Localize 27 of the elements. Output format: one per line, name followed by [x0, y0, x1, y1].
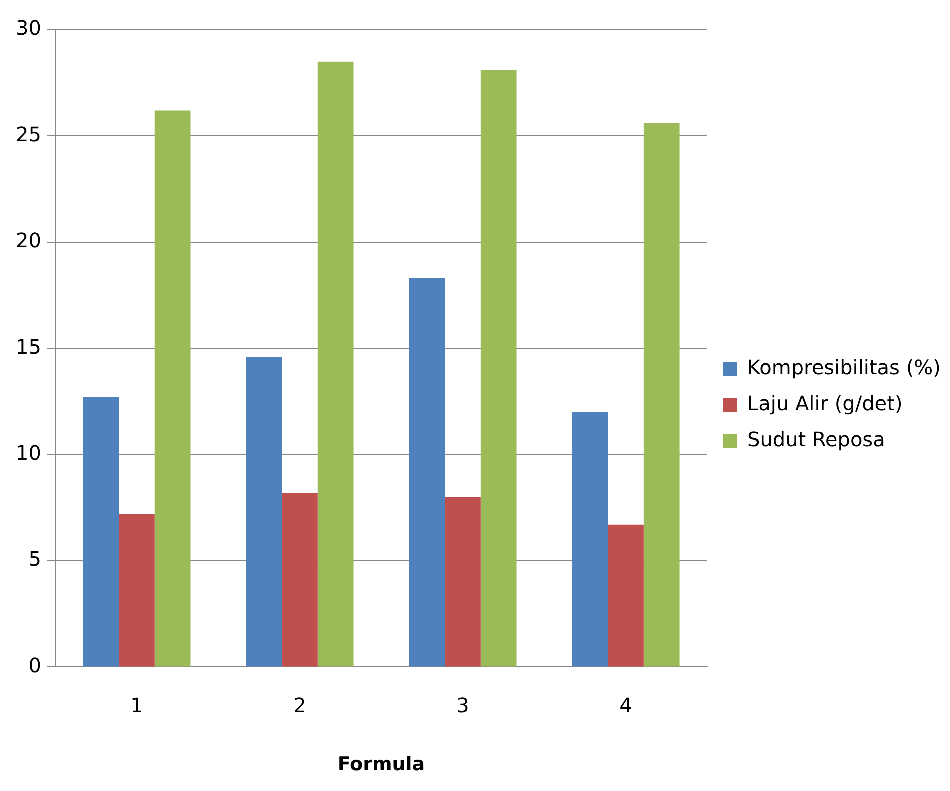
bar — [572, 412, 608, 667]
legend-label: Kompresibilitas (%) — [748, 356, 941, 380]
bar — [409, 278, 446, 667]
y-tick-label: 25 — [16, 122, 42, 146]
bar — [246, 357, 282, 667]
bar — [318, 62, 354, 667]
legend-label: Laju Alir (g/det) — [748, 392, 903, 416]
x-axis-title: Formula — [338, 754, 426, 776]
y-tick-label: 20 — [16, 228, 42, 253]
legend-label: Sudut Reposa — [748, 428, 886, 452]
y-tick-label: 30 — [16, 16, 42, 40]
y-tick-label: 15 — [16, 334, 42, 359]
y-tick-label: 0 — [28, 653, 42, 678]
bar — [644, 123, 680, 667]
x-tick-label: 1 — [130, 693, 144, 718]
x-tick-label: 2 — [294, 693, 306, 718]
x-tick-label: 4 — [620, 693, 632, 718]
y-tick-label: 5 — [28, 547, 42, 572]
bar — [608, 524, 644, 667]
bar — [154, 110, 191, 667]
bar — [480, 70, 517, 667]
y-tick-label: 10 — [16, 441, 42, 466]
bar — [445, 497, 481, 667]
bar — [83, 397, 120, 667]
bar — [119, 514, 155, 667]
x-tick-label: 3 — [456, 693, 470, 718]
bar — [282, 493, 318, 667]
